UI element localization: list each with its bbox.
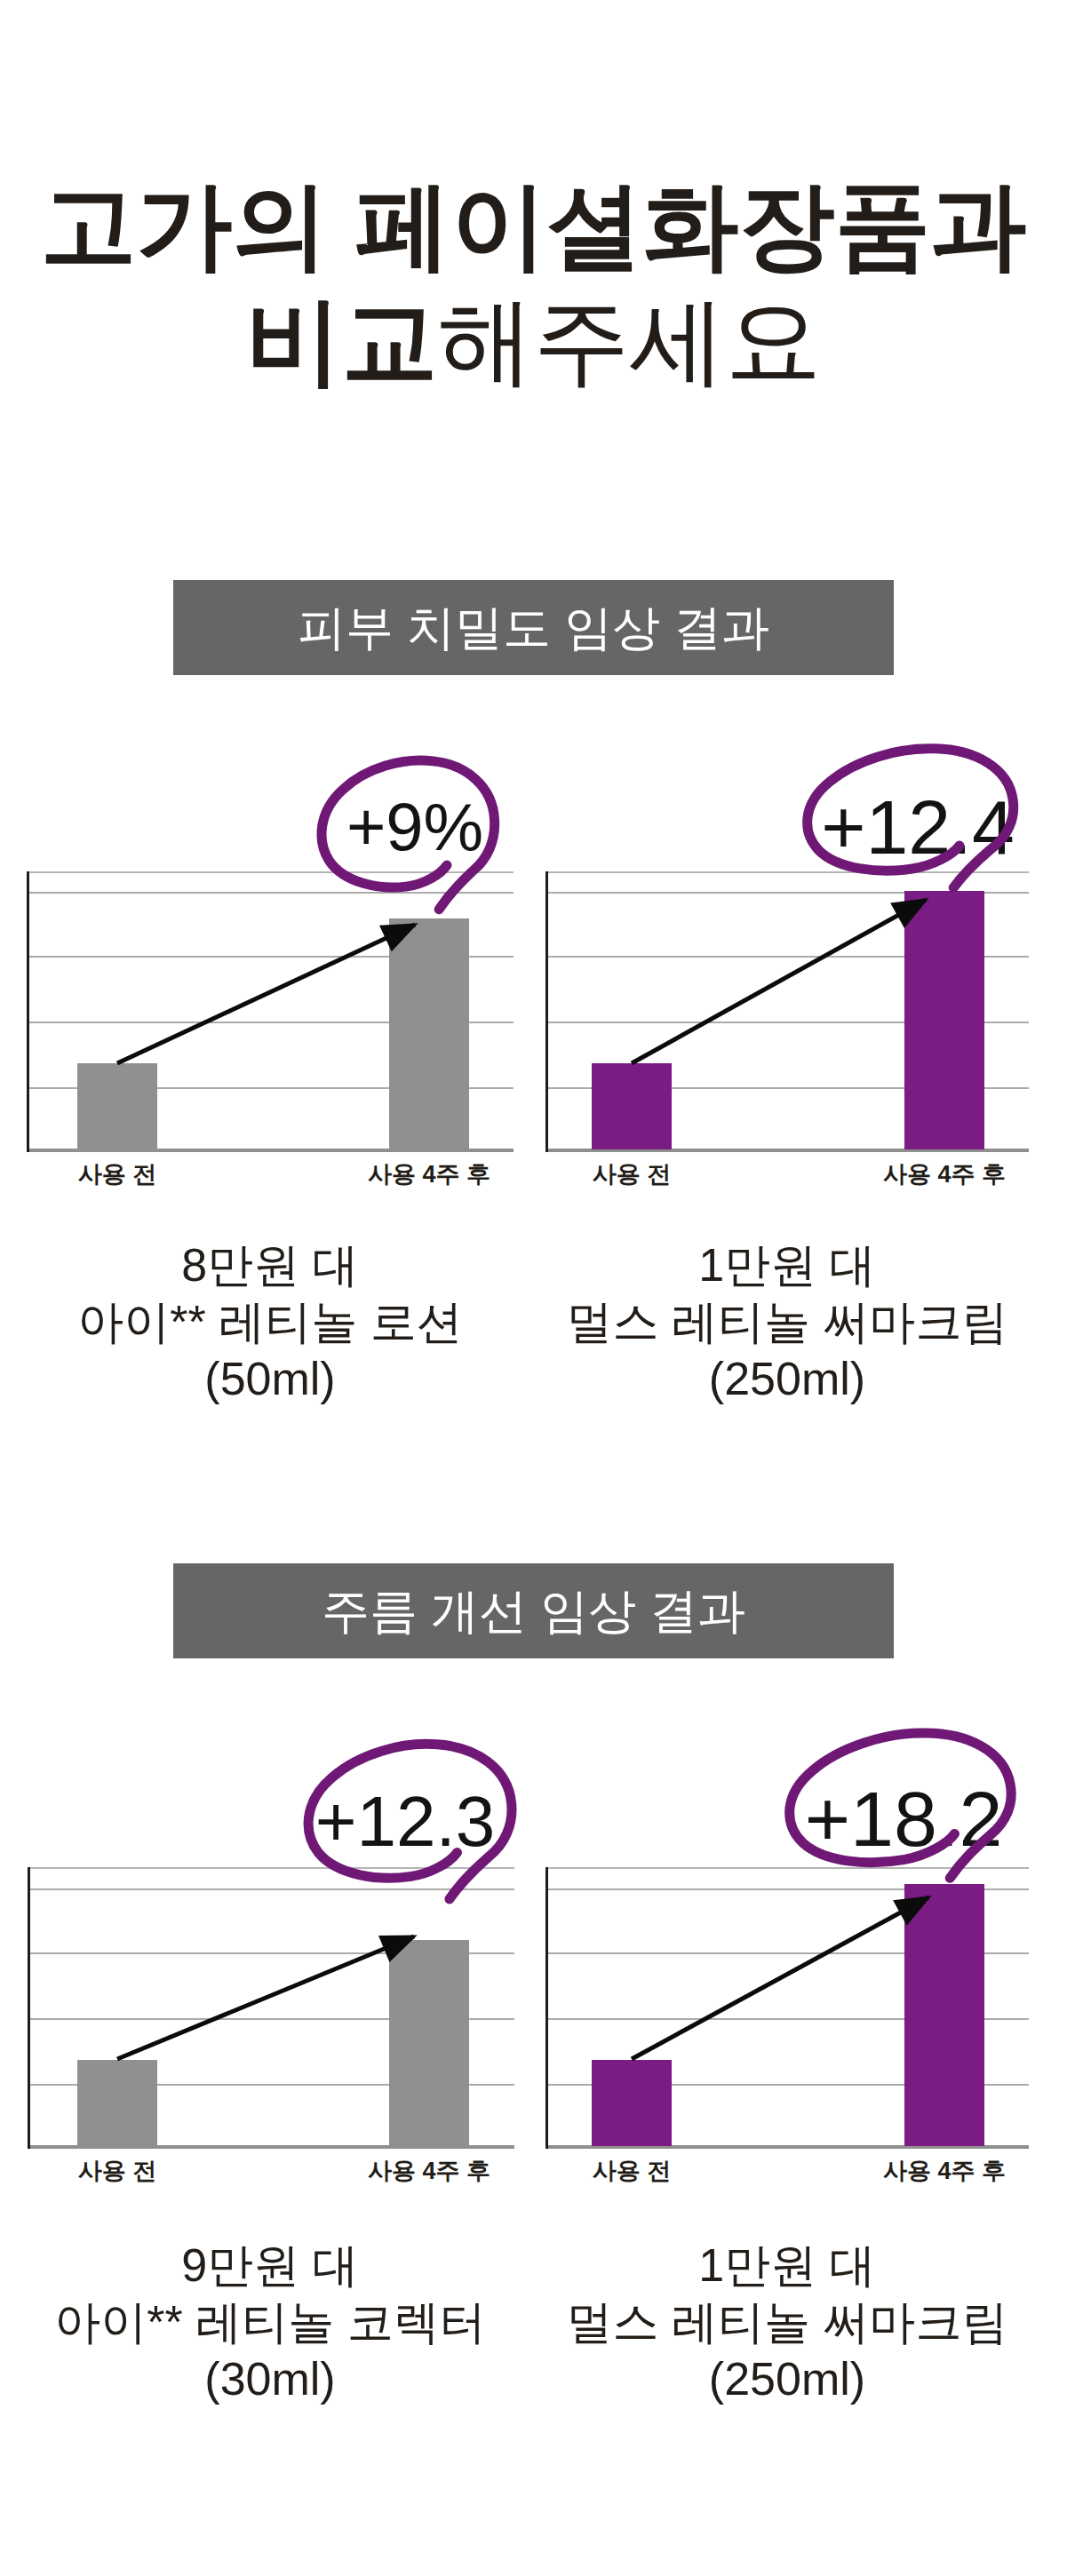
- section-banner-skin-density: 피부 치밀도 임상 결과: [173, 580, 894, 675]
- bar-label: 사용 전: [78, 1163, 157, 1187]
- caption-line: 아이** 레티놀 로션: [77, 1293, 462, 1350]
- annotation-value-skin-density-murse: +12.4: [821, 789, 1015, 865]
- bar-before-skin-density-competitor: [77, 1063, 157, 1149]
- page-title-line2: 비교해주세요: [0, 293, 1067, 389]
- bar-label: 사용 4주 후: [368, 1163, 490, 1187]
- y-axis: [27, 871, 29, 1152]
- plot-top-border: [545, 1867, 1029, 1869]
- gridline: [28, 1888, 514, 1890]
- promo-page: 고가의 페이셜화장품과 비교해주세요 피부 치밀도 임상 결과 주름 개선 임상…: [0, 0, 1067, 2576]
- section-banner-wrinkle: 주름 개선 임상 결과: [173, 1563, 894, 1658]
- plot-top-border: [545, 871, 1029, 873]
- bar-after-skin-density-murse: [904, 891, 984, 1149]
- plot-top-border: [27, 871, 514, 873]
- annotation-value-skin-density-competitor: +9%: [346, 793, 483, 861]
- bar-label: 사용 4주 후: [883, 2159, 1006, 2183]
- caption-line: 9만원 대: [54, 2237, 485, 2294]
- bar-label: 사용 전: [593, 1163, 672, 1187]
- page-title-line1: 고가의 페이셜화장품과: [0, 178, 1067, 274]
- caption-line: (250ml): [567, 2350, 1008, 2407]
- y-axis: [545, 1867, 548, 2149]
- bar-label: 사용 4주 후: [368, 2159, 490, 2183]
- y-axis: [545, 871, 548, 1152]
- caption-line: (250ml): [567, 1350, 1008, 1407]
- bar-after-skin-density-competitor: [389, 918, 469, 1149]
- bar-label: 사용 4주 후: [883, 1163, 1006, 1187]
- bar-before-skin-density-murse: [592, 1063, 672, 1149]
- caption-line: 8만원 대: [77, 1236, 462, 1293]
- annotation-value-wrinkle-murse: +18.2: [805, 1780, 1003, 1858]
- bar-label: 사용 전: [78, 2159, 157, 2183]
- bar-after-wrinkle-competitor: [389, 1940, 469, 2146]
- bar-after-wrinkle-murse: [904, 1884, 984, 2146]
- title-rest: 해주세요: [438, 287, 822, 394]
- caption-line: 멀스 레티놀 써마크림: [567, 2294, 1008, 2350]
- caption-line: (30ml): [54, 2350, 485, 2407]
- chart-caption-wrinkle-murse: 1만원 대멀스 레티놀 써마크림(250ml): [567, 2237, 1008, 2407]
- y-axis: [28, 1867, 30, 2149]
- caption-line: 멀스 레티놀 써마크림: [567, 1293, 1008, 1350]
- bar-before-wrinkle-murse: [592, 2060, 672, 2146]
- annotation-value-wrinkle-competitor: +12.3: [315, 1786, 495, 1857]
- plot-top-border: [28, 1867, 514, 1869]
- caption-line: 1만원 대: [567, 1236, 1008, 1293]
- title-emphasis: 비교: [246, 287, 438, 394]
- chart-caption-skin-density-competitor: 8만원 대아이** 레티놀 로션(50ml): [77, 1236, 462, 1407]
- bar-label: 사용 전: [593, 2159, 672, 2183]
- caption-line: (50ml): [77, 1350, 462, 1407]
- gridline: [27, 892, 514, 894]
- bar-before-wrinkle-competitor: [77, 2060, 157, 2146]
- chart-caption-skin-density-murse: 1만원 대멀스 레티놀 써마크림(250ml): [567, 1236, 1008, 1407]
- caption-line: 1만원 대: [567, 2237, 1008, 2294]
- caption-line: 아이** 레티놀 코렉터: [54, 2294, 485, 2350]
- chart-caption-wrinkle-competitor: 9만원 대아이** 레티놀 코렉터(30ml): [54, 2237, 485, 2407]
